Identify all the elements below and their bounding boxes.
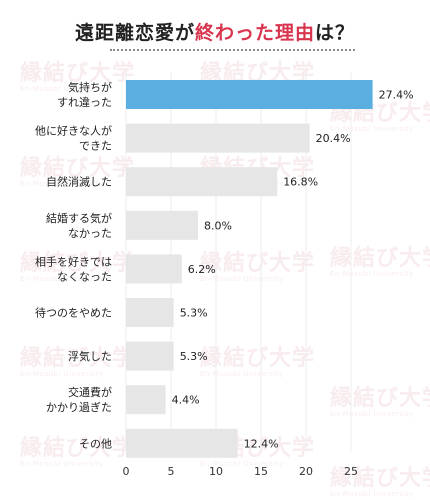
category-label: その他 (79, 437, 112, 450)
x-tick-label: 5 (168, 465, 175, 478)
bar-value-label: 27.4% (379, 89, 414, 102)
bar (126, 385, 166, 415)
category-label: なかった (68, 227, 112, 240)
bar (126, 428, 238, 458)
category-label: できた (79, 140, 112, 153)
category-label: 浮気した (68, 349, 112, 363)
bar-value-label: 4.4% (172, 394, 200, 407)
bar-value-label: 8.0% (204, 219, 232, 232)
title-part-1: 遠距離恋愛が (74, 22, 195, 44)
title-highlight: 終わった理由 (194, 22, 315, 44)
bar (126, 298, 174, 327)
category-label: 自然消滅した (46, 175, 112, 189)
bar-value-label: 5.3% (180, 350, 208, 363)
bar-value-label: 5.3% (180, 307, 208, 320)
category-label: 待つのをやめた (35, 306, 112, 320)
category-label: 気持ちが (68, 80, 112, 94)
bar (126, 210, 198, 240)
bar (126, 254, 182, 284)
bar-value-label: 16.8% (283, 176, 318, 189)
bar (126, 123, 310, 153)
category-label: 他に好きな人が (35, 124, 112, 138)
category-label: すれ違った (57, 96, 112, 109)
x-tick-label: 0 (123, 465, 130, 478)
bar (126, 341, 174, 371)
category-label: かかり過ぎた (46, 400, 112, 414)
bar-value-label: 6.2% (188, 263, 216, 276)
x-tick-label: 25 (344, 465, 358, 478)
bar-value-label: 12.4% (244, 437, 279, 450)
bar (126, 80, 373, 109)
x-tick-label: 20 (299, 465, 313, 478)
x-tick-label: 10 (209, 465, 223, 478)
bar (126, 167, 278, 197)
title-underline (110, 49, 355, 51)
category-label: 相手を好きでは (35, 254, 112, 268)
chart-title: 遠距離恋愛が終わった理由は？ (0, 18, 430, 45)
category-label: なくなった (57, 270, 112, 283)
category-label: 交通費が (68, 385, 112, 399)
title-part-2: は？ (315, 22, 356, 44)
bar-value-label: 20.4% (316, 132, 351, 145)
x-tick-label: 15 (254, 465, 268, 478)
category-label: 結婚する気が (46, 211, 112, 225)
